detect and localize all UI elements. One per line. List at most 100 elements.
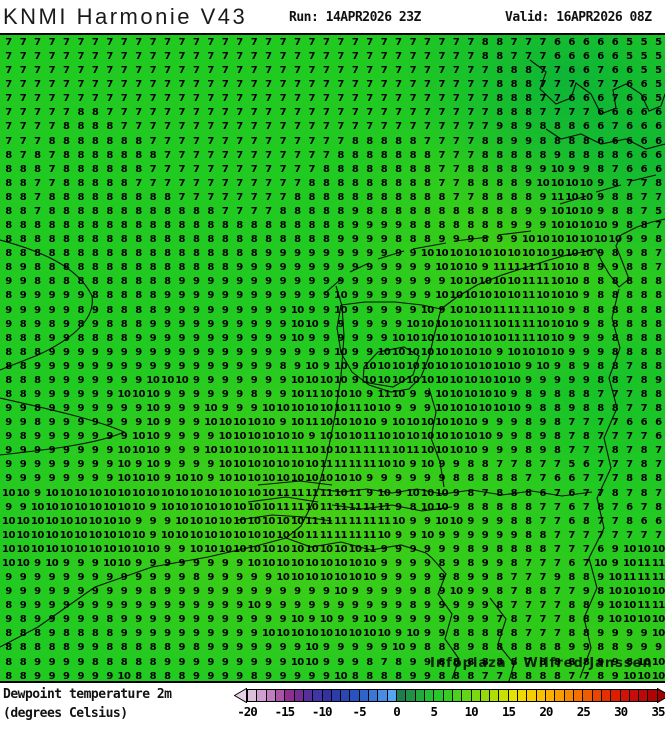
grid-value: 7 bbox=[640, 501, 648, 513]
grid-value: 7 bbox=[525, 572, 532, 584]
grid-value: 9 bbox=[192, 670, 200, 682]
grid-value: 10 bbox=[377, 487, 391, 499]
grid-value: 10 bbox=[377, 459, 391, 471]
grid-value: 9 bbox=[452, 501, 460, 513]
grid-value: 9 bbox=[496, 234, 503, 246]
grid-value: 10 bbox=[579, 177, 593, 189]
grid-value: 7 bbox=[164, 177, 171, 189]
grid-value: 10 bbox=[319, 543, 333, 555]
grid-value: 9 bbox=[178, 557, 186, 569]
grid-value: 8 bbox=[120, 248, 128, 260]
grid-value: 8 bbox=[221, 220, 229, 232]
grid-value: 9 bbox=[77, 656, 84, 668]
grid-value: 9 bbox=[279, 389, 287, 400]
grid-value: 8 bbox=[611, 205, 619, 217]
grid-value: 9 bbox=[380, 290, 388, 302]
grid-value: 9 bbox=[221, 642, 229, 654]
grid-value: 8 bbox=[91, 628, 99, 640]
grid-value: 7 bbox=[192, 37, 200, 48]
grid-value: 5 bbox=[655, 37, 662, 48]
grid-value: 9 bbox=[221, 403, 229, 415]
grid-value: 9 bbox=[221, 628, 229, 640]
grid-value: 8 bbox=[106, 262, 113, 274]
grid-value: 7 bbox=[178, 65, 186, 77]
grid-value: 10 bbox=[74, 501, 88, 513]
grid-value: 7 bbox=[452, 107, 460, 119]
grid-value: 7 bbox=[366, 121, 373, 133]
grid-value: 9 bbox=[77, 389, 84, 400]
grid-value: 10 bbox=[261, 529, 275, 541]
grid-value: 9 bbox=[178, 586, 186, 598]
grid-value: 6 bbox=[626, 163, 633, 175]
grid-value: 7 bbox=[63, 79, 70, 91]
grid-value: 10 bbox=[334, 290, 348, 302]
grid-value: 9 bbox=[5, 459, 12, 471]
grid-value: 8 bbox=[106, 163, 113, 175]
grid-value: 8 bbox=[34, 149, 41, 161]
grid-value: 10 bbox=[521, 346, 535, 358]
grid-value: 10 bbox=[290, 557, 304, 569]
grid-value: 10 bbox=[146, 445, 160, 457]
grid-value: 10 bbox=[16, 487, 30, 499]
grid-value: 9 bbox=[294, 642, 301, 654]
grid-value: 8 bbox=[34, 403, 41, 415]
grid-value: 7 bbox=[553, 529, 561, 541]
grid-value: 10 bbox=[88, 501, 102, 513]
grid-value: 8 bbox=[496, 79, 503, 91]
grid-value: 8 bbox=[467, 205, 474, 217]
grid-value: 7 bbox=[611, 389, 619, 400]
grid-value: 8 bbox=[337, 149, 344, 161]
grid-value: 9 bbox=[135, 557, 142, 569]
grid-value: 7 bbox=[655, 248, 662, 260]
grid-value: 7 bbox=[322, 51, 330, 63]
grid-value: 9 bbox=[63, 670, 70, 682]
grid-value: 10 bbox=[290, 515, 304, 527]
grid-value: 8 bbox=[5, 374, 12, 386]
grid-value: 9 bbox=[192, 417, 200, 429]
grid-value: 9 bbox=[48, 304, 56, 316]
grid-value: 9 bbox=[207, 389, 214, 400]
grid-value: 9 bbox=[438, 628, 445, 640]
colorbar-tick: 5 bbox=[430, 704, 438, 719]
grid-value: 11 bbox=[651, 557, 665, 569]
grid-value: 10 bbox=[290, 403, 304, 415]
grid-value: 9 bbox=[207, 473, 214, 485]
grid-value: 9 bbox=[481, 543, 489, 555]
grid-value: 8 bbox=[568, 389, 575, 400]
grid-value: 7 bbox=[467, 107, 474, 119]
grid-value: 8 bbox=[135, 220, 142, 232]
colorbar-segment bbox=[284, 690, 294, 701]
grid-value: 10 bbox=[189, 501, 203, 513]
grid-value: 9 bbox=[77, 346, 84, 358]
grid-value: 7 bbox=[452, 177, 460, 189]
colorbar-segment bbox=[330, 690, 341, 701]
grid-value: 8 bbox=[5, 220, 12, 232]
grid-value: 7 bbox=[34, 177, 41, 189]
grid-value: 9 bbox=[207, 459, 214, 471]
grid-value: 10 bbox=[189, 543, 203, 555]
grid-value: 10 bbox=[449, 403, 463, 415]
colorbar-segment bbox=[442, 690, 452, 701]
grid-value: 10 bbox=[435, 515, 449, 527]
grid-value: 8 bbox=[611, 487, 619, 499]
grid-value: 7 bbox=[366, 93, 373, 105]
grid-value: 9 bbox=[77, 586, 84, 598]
grid-value: 10 bbox=[565, 318, 579, 330]
grid-value: 9 bbox=[5, 431, 12, 443]
grid-value: 7 bbox=[308, 121, 316, 133]
grid-value: 7 bbox=[380, 37, 388, 48]
grid-value: 10 bbox=[536, 248, 550, 260]
grid-value: 7 bbox=[250, 107, 258, 119]
grid-value: 8 bbox=[149, 304, 157, 316]
grid-value: 8 bbox=[63, 262, 70, 274]
grid-value: 9 bbox=[481, 572, 489, 584]
grid-value: 10 bbox=[218, 445, 232, 457]
grid-value: 10 bbox=[348, 431, 362, 443]
grid-value: 9 bbox=[236, 304, 243, 316]
grid-value: 7 bbox=[438, 65, 445, 77]
grid-value: 8 bbox=[135, 135, 142, 147]
colorbar-segment bbox=[582, 690, 592, 701]
grid-value: 9 bbox=[395, 290, 402, 302]
grid-value: 10 bbox=[305, 445, 319, 457]
grid-value: 7 bbox=[496, 459, 503, 471]
